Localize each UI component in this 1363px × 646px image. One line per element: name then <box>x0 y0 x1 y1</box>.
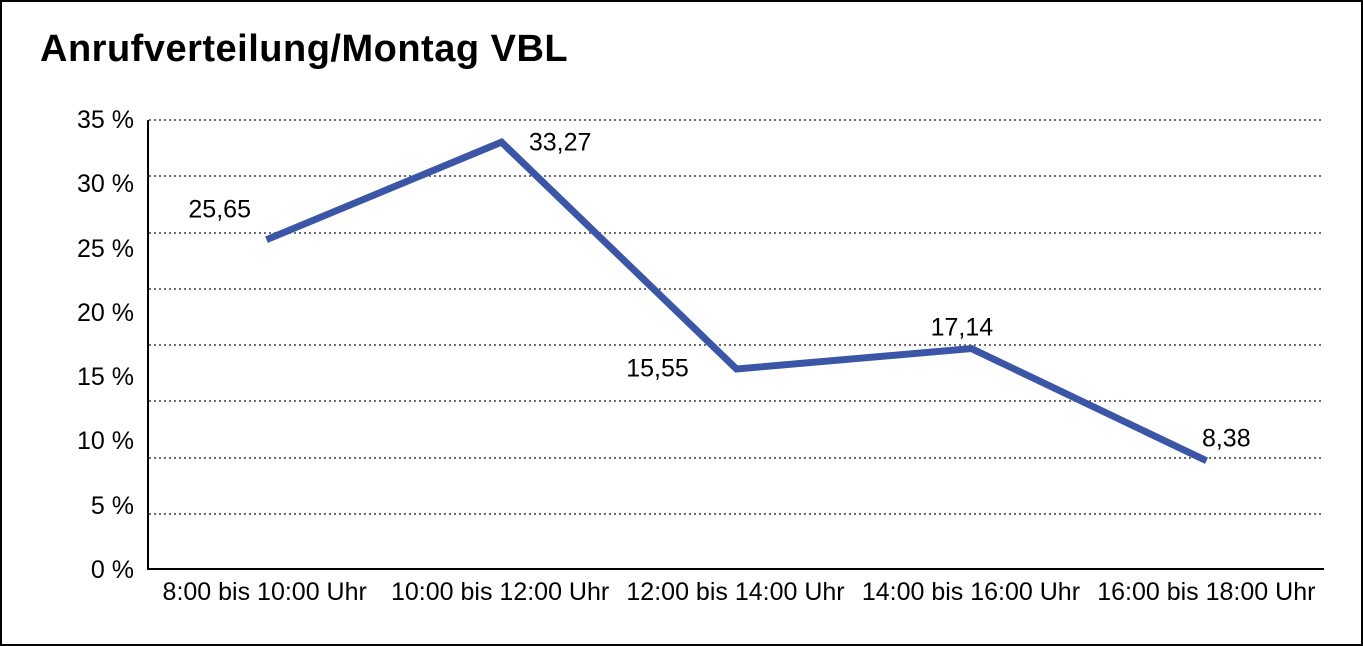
y-axis-tick-label: 35 % <box>77 106 134 134</box>
data-point-label: 33,27 <box>528 128 592 157</box>
plot-area: 25,65 33,27 15,55 17,14 8,38 <box>147 119 1324 570</box>
x-axis-category-label: 12:00 bis 14:00 Uhr <box>626 578 845 606</box>
y-axis-tick-label: 25 % <box>77 234 134 263</box>
y-axis-tick-label: 0 % <box>90 556 134 584</box>
gridline <box>149 456 1324 459</box>
data-point-label: 15,55 <box>626 354 689 383</box>
gridline <box>149 344 1324 346</box>
data-point-label: 17,14 <box>930 313 994 342</box>
x-axis-category-label: 10:00 bis 12:00 Uhr <box>391 578 610 606</box>
series-polyline <box>265 138 1209 464</box>
gridline <box>149 400 1324 403</box>
y-axis-labels: 35 % 30 % 25 % 20 % 15 % 10 % 5 % 0 % <box>22 106 134 584</box>
y-axis-tick-label: 30 % <box>77 170 134 199</box>
gridline <box>149 119 1324 121</box>
x-axis-labels: 8:00 bis 10:00 Uhr 10:00 bis 12:00 Uhr 12:… <box>147 575 1324 609</box>
x-axis-category-label: 14:00 bis 16:00 Uhr <box>861 578 1081 606</box>
data-point-label: 8,38 <box>1201 424 1251 453</box>
chart-title: Anrufverteilung/Montag VBL <box>40 28 569 70</box>
x-axis-category-label: 8:00 bis 10:00 Uhr <box>162 578 367 606</box>
gridline <box>149 287 1324 290</box>
y-axis-tick-label: 5 % <box>90 491 134 520</box>
trend-line <box>265 138 1209 464</box>
x-axis-category-label: 16:00 bis 18:00 Uhr <box>1097 578 1316 606</box>
gridline <box>149 231 1324 234</box>
data-point-label: 25,65 <box>188 195 251 224</box>
y-axis-tick-label: 20 % <box>77 298 134 327</box>
y-axis-tick-label: 15 % <box>77 363 134 392</box>
gridline <box>149 175 1324 178</box>
y-axis-tick-label: 10 % <box>77 427 134 456</box>
gridline <box>149 512 1324 515</box>
